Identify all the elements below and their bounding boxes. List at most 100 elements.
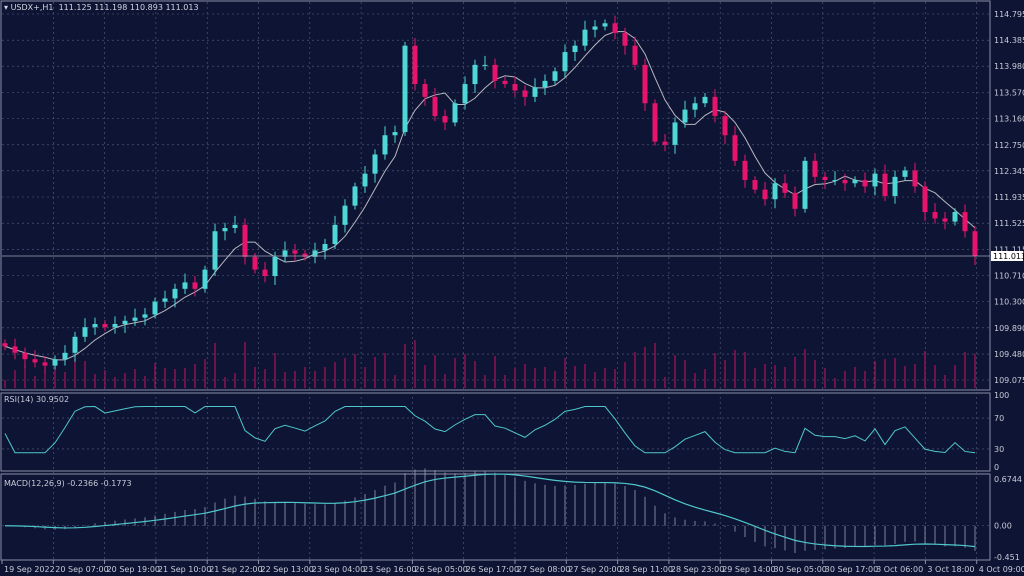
time-label: 30 Sep 05:00 [774,565,827,574]
bear-candle [912,170,918,187]
bear-candle [32,359,38,363]
price-axis-label: 109.075 [994,376,1024,385]
time-label: 23 Sep 16:00 [363,565,416,574]
price-axis-label: 111.525 [994,219,1024,228]
bull-candle [672,122,678,145]
rsi-axis-label: 30 [994,445,1004,454]
bull-candle [462,84,468,104]
time-label: 27 Sep 20:00 [568,565,621,574]
price-axis-label: 109.890 [994,324,1024,333]
bear-candle [732,135,738,161]
bull-candle [532,87,538,97]
time-label: 19 Sep 2022 [4,565,55,574]
bull-candle [552,71,558,81]
bull-candle [232,224,238,229]
price-axis-label: 113.570 [994,88,1024,97]
bull-candle [382,135,388,155]
bull-candle [162,298,168,302]
bear-candle [722,116,728,136]
bear-candle [492,64,498,81]
bear-candle [632,45,638,65]
bear-candle [752,180,758,190]
bear-candle [862,180,868,187]
bear-candle [302,253,308,257]
time-label: 23 Sep 04:00 [312,565,365,574]
collapse-triangle-icon[interactable]: ▾ [4,3,9,12]
bull-candle [592,26,598,30]
bull-candle [182,282,188,289]
bull-candle [332,224,338,245]
bull-candle [602,23,608,27]
bull-candle [152,301,158,315]
bull-candle [122,320,128,325]
bear-candle [12,346,18,353]
time-label: 3 Oct 18:00 [927,565,974,574]
bear-candle [42,362,48,366]
time-label: 28 Sep 11:00 [620,565,673,574]
bull-candle [892,176,898,197]
bear-candle [502,80,508,85]
bull-candle [62,352,68,360]
time-label: 3 Oct 06:00 [876,565,923,574]
bull-candle [82,327,88,337]
price-axis-label: 112.345 [994,167,1024,176]
bull-candle [952,212,958,222]
bear-candle [2,343,8,347]
bear-candle [712,96,718,117]
bull-candle [282,250,288,257]
bear-candle [942,218,948,222]
bull-candle [682,109,688,123]
bull-candle [112,324,118,328]
bull-candle [542,80,548,88]
price-axis-label: 111.115 [994,245,1024,254]
rsi-axis-label: 0 [994,463,999,472]
macd-axis-label: 0.6744 [994,475,1022,484]
bull-candle [132,317,138,321]
macd-label: MACD(12,26,9) -0.2366 -0.1773 [4,479,132,488]
bull-candle [852,180,858,184]
bull-candle [562,52,568,72]
bear-candle [822,176,828,181]
bull-candle [212,231,218,270]
bear-candle [922,186,928,213]
price-axis-label: 113.160 [994,115,1024,124]
price-axis-label: 114.795 [994,10,1024,19]
bull-candle [52,359,58,366]
bear-candle [262,269,268,277]
time-label: 30 Sep 17:00 [825,565,878,574]
price-axis-label: 113.980 [994,62,1024,71]
bear-candle [422,84,428,97]
bull-candle [832,180,838,182]
last-price-tag [991,250,1023,261]
bear-candle [812,160,818,177]
bear-candle [972,231,978,256]
time-label: 4 Oct 09:00 [979,565,1024,574]
price-axis-label: 114.385 [994,36,1024,45]
time-label: 21 Sep 22:00 [209,565,262,574]
bull-candle [272,256,278,277]
bear-candle [292,250,298,254]
bear-candle [442,116,448,123]
bull-candle [702,96,708,104]
bull-candle [392,132,398,136]
bear-candle [242,224,248,257]
bear-candle [432,96,438,117]
bear-candle [882,173,888,197]
bear-candle [842,180,848,184]
bear-candle [192,282,198,289]
rsi-axis-label: 100 [994,391,1009,400]
macd-signal-line [4,473,976,548]
bull-candle [452,103,458,123]
macd-pane-frame [0,473,991,561]
bear-candle [782,183,788,193]
price-axis-label: 109.480 [994,350,1024,359]
rsi-axis-label: 70 [994,414,1004,423]
bull-candle [582,29,588,46]
bear-candle [622,32,628,46]
bear-candle [642,64,648,104]
rsi-line [4,406,976,454]
bull-candle [402,45,408,133]
bull-candle [352,186,358,206]
bull-candle [92,324,98,328]
